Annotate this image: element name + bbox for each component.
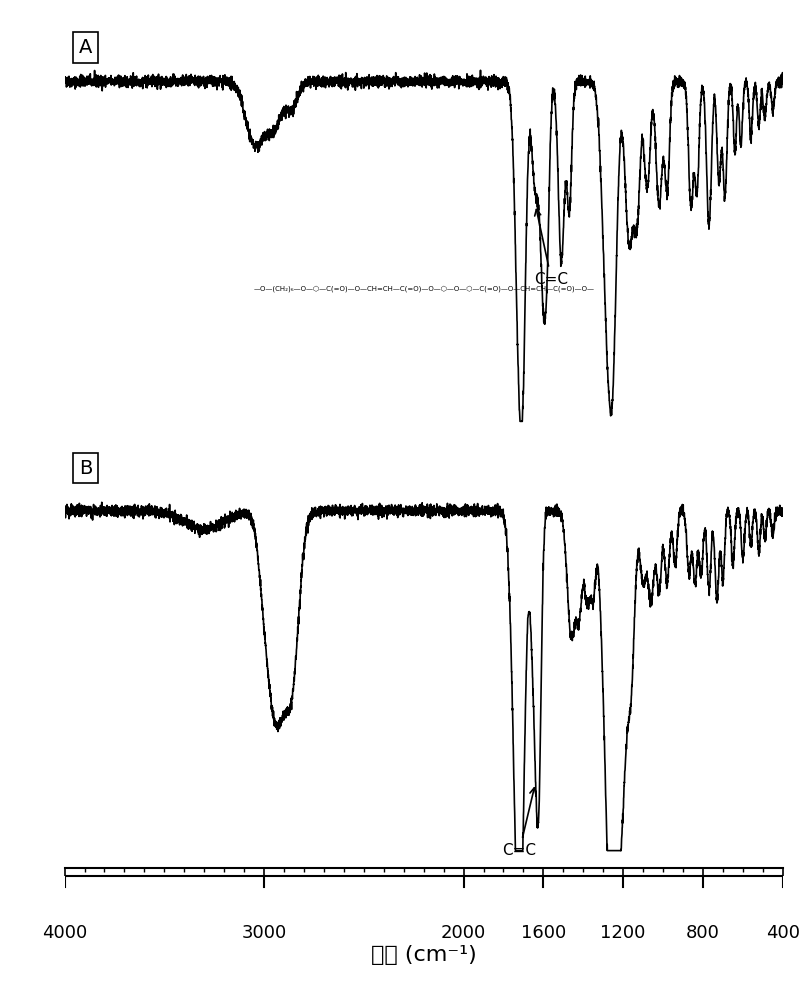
- Text: A: A: [79, 38, 92, 57]
- X-axis label: 波长 (cm⁻¹): 波长 (cm⁻¹): [370, 945, 477, 965]
- Text: B: B: [79, 459, 92, 478]
- Text: C=C: C=C: [503, 788, 537, 858]
- Text: —O—(CH₂)₆—O—⬡—C(=O)—O—CH=CH—C(=O)—O—⬡—O—⬡—C(=O)—O—CH=CH—C(=O)—O—: —O—(CH₂)₆—O—⬡—C(=O)—O—CH=CH—C(=O)—O—⬡—O—…: [253, 286, 594, 292]
- Text: C=C: C=C: [534, 209, 568, 287]
